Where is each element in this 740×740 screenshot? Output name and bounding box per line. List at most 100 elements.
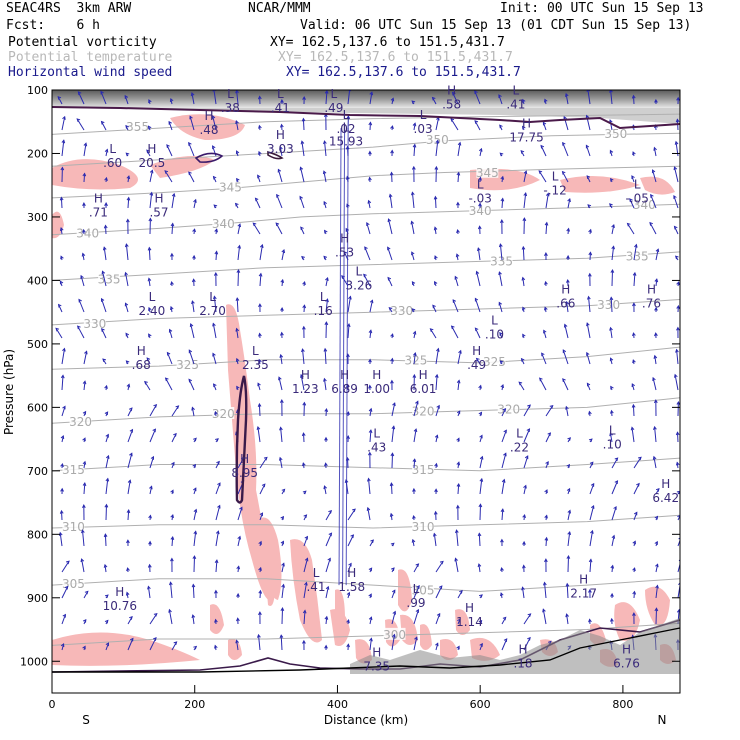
wind-vector-head [124, 243, 129, 248]
wind-vector-head [654, 98, 658, 103]
wind-vector-head [279, 145, 283, 150]
wind-vector-head [191, 300, 195, 305]
wind-vector-head [170, 557, 174, 562]
wind-vector-head [632, 590, 637, 595]
wind-vector-head [610, 177, 614, 182]
wind-vector [457, 142, 461, 157]
extremum-type: H [340, 368, 349, 382]
wind-vector-head [299, 195, 303, 200]
wind-vector-head [82, 410, 87, 415]
wind-vector-head [148, 217, 153, 222]
isentrope-label: 350 [604, 127, 627, 141]
wind-vector-head [252, 222, 257, 227]
wind-vector-head [126, 196, 131, 201]
wind-vector-head [478, 619, 483, 624]
wind-vector-head [82, 482, 87, 487]
wind-vector-head [261, 483, 266, 488]
wind-vector-head [213, 204, 218, 209]
wind-vector-head [585, 114, 590, 119]
wind-vector-head [562, 349, 567, 354]
extremum-low: L15.93 [329, 121, 363, 149]
wind-vector-head [77, 325, 81, 330]
wind-vector-head [368, 567, 373, 572]
wind-vector [61, 510, 63, 521]
wind-vector [650, 194, 657, 209]
wind-vector-head [523, 170, 528, 175]
wind-vector-head [280, 331, 284, 336]
wind-vector [325, 299, 328, 313]
wind-vector-head [169, 97, 174, 102]
extremum-high: H.53 [335, 232, 354, 260]
extremum-value: 10.76 [103, 599, 137, 613]
wind-vector-head [214, 410, 218, 415]
wind-vector [589, 559, 592, 573]
wind-vector-head [500, 566, 504, 571]
wind-vector [190, 323, 195, 339]
extremum-value: -.05 [625, 192, 648, 206]
wind-vector [435, 561, 444, 573]
wind-vector-head [390, 542, 395, 547]
wind-vector-head [415, 563, 420, 568]
isentrope-label: 330 [83, 317, 106, 331]
wind-vector-head [213, 295, 217, 300]
wind-vector-head [124, 302, 129, 307]
isentrope-340 [52, 203, 680, 236]
wind-vector-head [673, 225, 678, 230]
wind-vector-head [235, 639, 239, 644]
wind-vector-head [544, 536, 549, 541]
wind-vector-head [390, 97, 395, 102]
wind-vector-head [451, 91, 456, 96]
wind-vector-head [189, 323, 194, 328]
wind-vector-head [55, 327, 60, 332]
extremum-type: L [609, 423, 616, 437]
wind-vector [83, 351, 88, 365]
wind-vector [476, 271, 481, 287]
wind-vector-head [322, 170, 327, 175]
wind-vector-head [82, 172, 87, 177]
extremum-value: -.12 [543, 183, 566, 197]
wind-vector [275, 222, 283, 235]
extremum-value: .58 [442, 98, 461, 112]
wind-vector [501, 453, 507, 469]
isentrope-label-bg [212, 406, 235, 419]
wind-vector-head [544, 489, 548, 494]
wind-vector-head [588, 588, 592, 593]
isentrope-label: 335 [98, 272, 121, 286]
wind-vector [566, 583, 569, 599]
wind-vector [633, 244, 637, 261]
wind-vector [523, 193, 527, 209]
extremum-high: H6.89 [331, 368, 358, 396]
wind-vector [435, 405, 440, 417]
wind-vector [277, 169, 283, 183]
wind-vector-head [217, 504, 221, 509]
wind-vector-head [62, 347, 66, 352]
wind-vector-head [544, 280, 548, 285]
extremum-type: H [372, 368, 381, 382]
extremum-high: H.66 [556, 282, 575, 310]
wind-vector-head [104, 202, 108, 207]
wind-vector-head [459, 589, 463, 594]
wind-vector [189, 116, 195, 131]
wind-vector [523, 428, 530, 443]
wind-vector [435, 140, 439, 157]
wind-vector-head [80, 274, 84, 279]
wind-vector [523, 485, 527, 495]
wind-vector-head [566, 254, 570, 259]
wind-vector-head [522, 125, 526, 130]
wind-vector [215, 505, 221, 521]
wind-vector [325, 616, 328, 625]
wind-vector-head [303, 514, 308, 519]
extremum-value: 1.00 [363, 382, 390, 396]
wind-vector [212, 115, 217, 131]
wind-vector-head [454, 557, 458, 562]
wind-vector-head [236, 592, 240, 597]
wind-vector [347, 296, 351, 313]
wind-vector-head [324, 615, 329, 620]
wind-vector [259, 457, 268, 469]
wind-vector-head [500, 538, 504, 543]
wind-vector-head [346, 591, 351, 596]
organization: NCAR/MMM [248, 1, 311, 16]
isentrope-label: 335 [626, 250, 649, 264]
wind-vector [478, 564, 481, 573]
wind-vector-head [153, 404, 158, 408]
